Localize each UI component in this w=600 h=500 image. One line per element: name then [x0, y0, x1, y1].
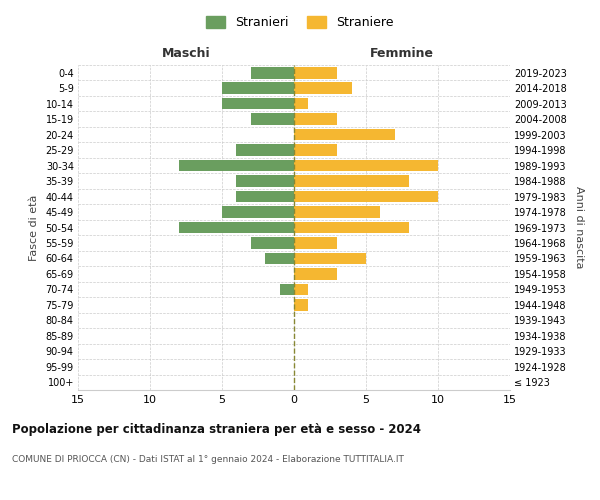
Bar — [280, 284, 294, 295]
Bar — [222, 206, 294, 218]
Bar — [251, 237, 294, 249]
Legend: Stranieri, Straniere: Stranieri, Straniere — [202, 11, 398, 34]
Text: Popolazione per cittadinanza straniera per età e sesso - 2024: Popolazione per cittadinanza straniera p… — [12, 422, 421, 436]
Bar — [236, 176, 294, 187]
Bar — [179, 160, 294, 172]
Text: Maschi: Maschi — [161, 47, 211, 60]
Bar — [179, 222, 294, 234]
Bar — [294, 222, 409, 234]
Bar — [294, 160, 438, 172]
Bar — [222, 82, 294, 94]
Bar — [294, 144, 337, 156]
Bar — [294, 190, 438, 202]
Bar — [251, 67, 294, 78]
Bar — [294, 67, 337, 78]
Bar — [236, 144, 294, 156]
Bar — [294, 252, 366, 264]
Bar — [251, 114, 294, 125]
Text: Femmine: Femmine — [370, 47, 434, 60]
Bar — [294, 129, 395, 140]
Bar — [294, 176, 409, 187]
Y-axis label: Anni di nascita: Anni di nascita — [574, 186, 584, 269]
Bar — [294, 284, 308, 295]
Bar — [222, 98, 294, 110]
Bar — [294, 237, 337, 249]
Bar — [294, 268, 337, 280]
Bar — [294, 114, 337, 125]
Y-axis label: Fasce di età: Fasce di età — [29, 194, 38, 260]
Text: COMUNE DI PRIOCCA (CN) - Dati ISTAT al 1° gennaio 2024 - Elaborazione TUTTITALIA: COMUNE DI PRIOCCA (CN) - Dati ISTAT al 1… — [12, 455, 404, 464]
Bar — [294, 82, 352, 94]
Bar — [294, 206, 380, 218]
Bar — [294, 299, 308, 310]
Bar — [236, 190, 294, 202]
Bar — [265, 252, 294, 264]
Bar — [294, 98, 308, 110]
